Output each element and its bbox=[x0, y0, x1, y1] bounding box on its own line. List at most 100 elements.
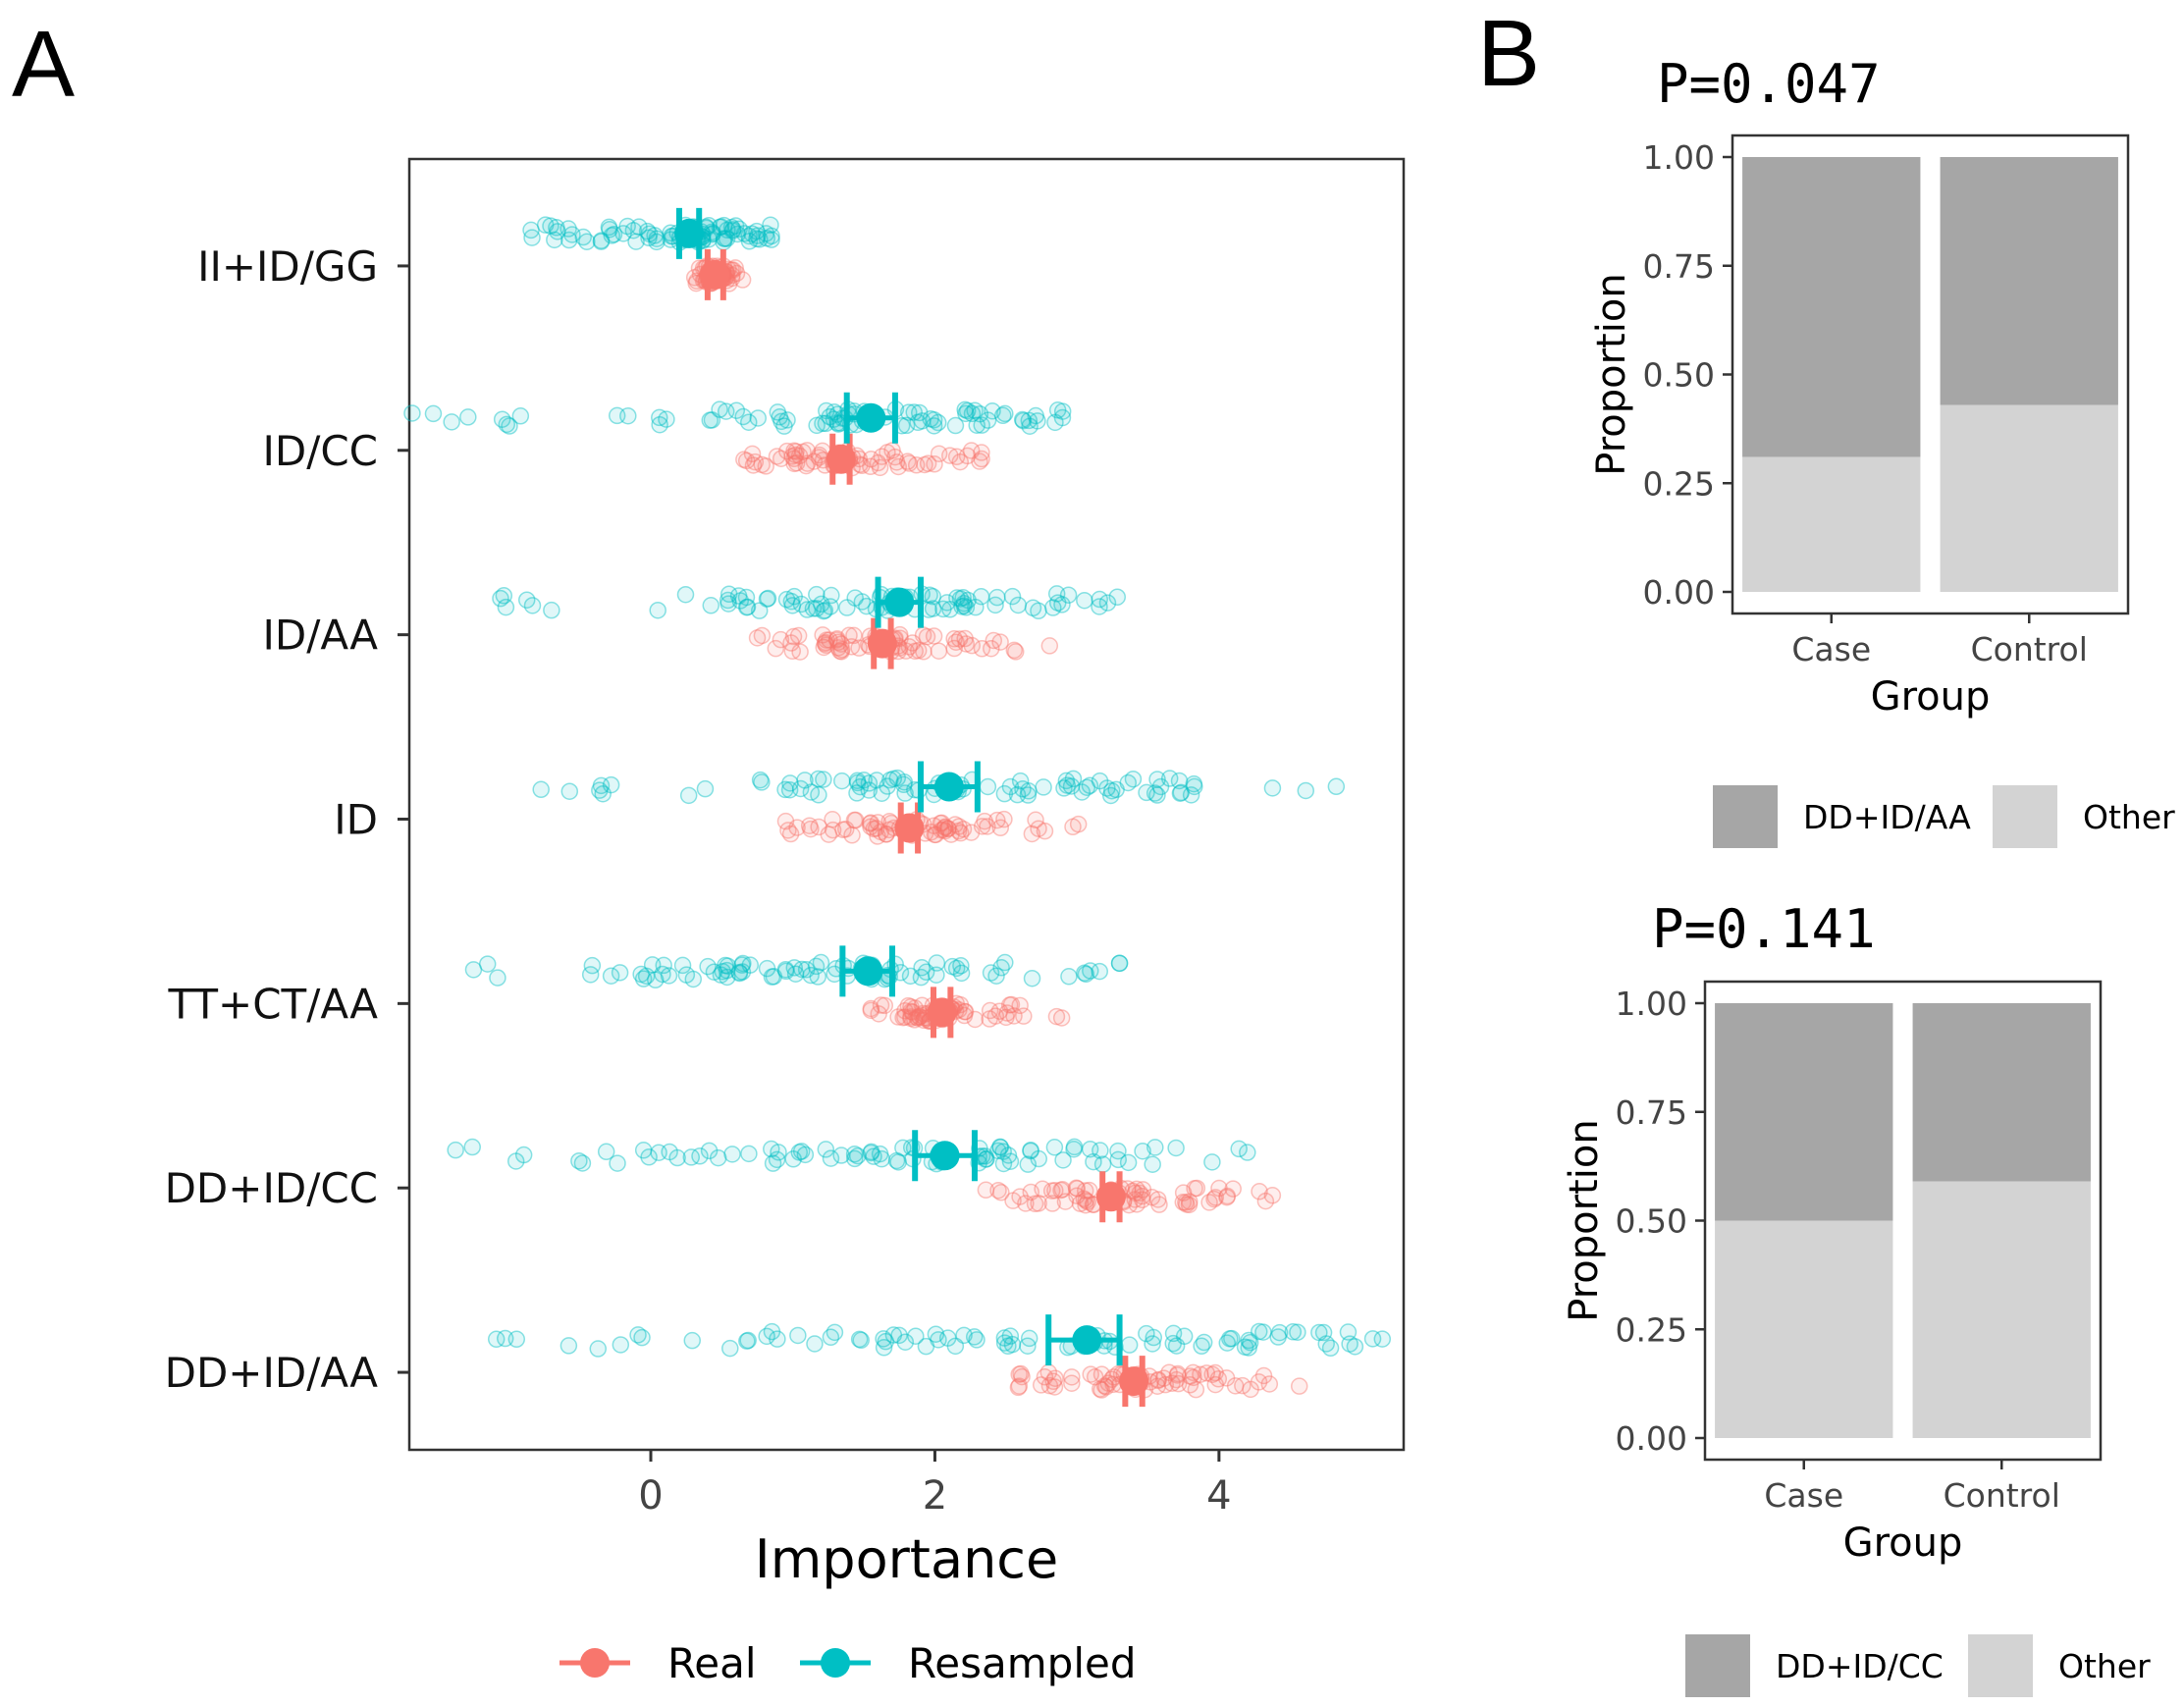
jitter-point bbox=[1092, 1381, 1111, 1399]
jitter-point bbox=[1321, 1339, 1340, 1358]
jitter-point bbox=[1160, 770, 1179, 787]
jitter-point bbox=[1107, 780, 1125, 799]
jitter-point bbox=[1314, 1323, 1333, 1342]
jitter-point bbox=[506, 1152, 525, 1170]
y-tick-label: 0.50 bbox=[1643, 356, 1715, 395]
jitter-point bbox=[798, 601, 817, 618]
jitter-point bbox=[843, 827, 861, 844]
jitter-point bbox=[1239, 1144, 1256, 1161]
jitter-point bbox=[896, 1008, 914, 1026]
jitter-point bbox=[634, 1142, 653, 1159]
jitter-point bbox=[941, 601, 959, 618]
jitter-point bbox=[905, 403, 923, 421]
jitter-point bbox=[1177, 1194, 1195, 1211]
legend-label: Real bbox=[667, 1639, 757, 1687]
jitter-point bbox=[614, 225, 632, 242]
jitter-point bbox=[573, 1154, 592, 1172]
jitter-point bbox=[966, 1010, 985, 1029]
jitter-point bbox=[909, 641, 928, 660]
jitter-point bbox=[1052, 1181, 1070, 1200]
jitter-point bbox=[1269, 1328, 1287, 1346]
category-label: DD+ID/AA bbox=[165, 1349, 379, 1397]
jitter-point bbox=[648, 230, 666, 247]
bar-segment-DD+ID/CC bbox=[1912, 1003, 2091, 1182]
jitter-point bbox=[934, 600, 952, 618]
jitter-point bbox=[973, 450, 990, 468]
jitter-point bbox=[1095, 1377, 1114, 1395]
jitter-point bbox=[719, 585, 738, 604]
jitter-point bbox=[1236, 1338, 1254, 1357]
jitter-point bbox=[1067, 1179, 1086, 1197]
jitter-point bbox=[1030, 602, 1047, 620]
jitter-point bbox=[1221, 1330, 1239, 1348]
jitter-point bbox=[928, 954, 946, 972]
jitter-point bbox=[655, 956, 672, 975]
jitter-point bbox=[1091, 772, 1109, 790]
jitter-point bbox=[977, 1181, 995, 1200]
jitter-point bbox=[834, 821, 852, 839]
jitter-point bbox=[950, 818, 968, 835]
jitter-point bbox=[793, 960, 811, 979]
jitter-point bbox=[945, 639, 963, 658]
jitter-point bbox=[1048, 594, 1067, 612]
jitter-point bbox=[802, 966, 820, 985]
jitter-point bbox=[930, 445, 948, 462]
jitter-point bbox=[749, 409, 768, 427]
jitter-point bbox=[546, 231, 563, 249]
jitter-point bbox=[947, 448, 966, 466]
jitter-point bbox=[979, 777, 997, 796]
jitter-point bbox=[898, 453, 917, 470]
jitter-point bbox=[936, 822, 954, 840]
jitter-point bbox=[895, 773, 914, 791]
jitter-point bbox=[995, 810, 1013, 828]
jitter-point bbox=[1048, 401, 1067, 419]
jitter-point bbox=[1097, 1378, 1115, 1396]
jitter-point bbox=[673, 956, 692, 975]
x-tick-label: 4 bbox=[1206, 1473, 1231, 1519]
jitter-point bbox=[759, 589, 777, 608]
jitter-point bbox=[1160, 1363, 1178, 1381]
jitter-point bbox=[785, 587, 803, 606]
jitter-point bbox=[648, 233, 666, 251]
jitter-point bbox=[822, 1149, 840, 1167]
jitter-point bbox=[1055, 779, 1073, 797]
jitter-point bbox=[776, 812, 795, 830]
jitter-point bbox=[930, 1331, 947, 1349]
jitter-point bbox=[855, 771, 873, 789]
jitter-point bbox=[976, 812, 993, 830]
jitter-point bbox=[952, 957, 970, 975]
jitter-point bbox=[947, 959, 966, 978]
legend-label: Resampled bbox=[908, 1639, 1137, 1687]
jitter-point bbox=[1002, 995, 1021, 1014]
jitter-point bbox=[1119, 1153, 1138, 1172]
jitter-point bbox=[896, 1002, 914, 1020]
jitter-point bbox=[1186, 1179, 1203, 1198]
jitter-point bbox=[637, 967, 656, 986]
jitter-point bbox=[769, 403, 787, 421]
jitter-point bbox=[1091, 962, 1109, 981]
jitter-point bbox=[1042, 1182, 1061, 1200]
jitter-point bbox=[602, 967, 620, 985]
jitter-point bbox=[809, 770, 827, 788]
jitter-point bbox=[592, 233, 611, 250]
jitter-point bbox=[962, 824, 981, 841]
jitter-point bbox=[651, 408, 668, 427]
y-tick-label: 0.75 bbox=[1616, 1094, 1687, 1132]
jitter-point bbox=[1175, 1327, 1194, 1346]
jitter-point bbox=[1168, 1366, 1187, 1384]
jitter-point bbox=[762, 216, 779, 234]
legend-label: Other bbox=[2083, 798, 2175, 836]
jitter-point bbox=[977, 1150, 994, 1168]
jitter-point bbox=[1172, 783, 1191, 802]
jitter-point bbox=[1163, 1374, 1181, 1392]
jitter-point bbox=[1036, 1368, 1054, 1386]
jitter-point bbox=[1046, 413, 1064, 432]
jitter-point bbox=[872, 823, 889, 841]
jitter-point bbox=[997, 1008, 1015, 1027]
jitter-point bbox=[889, 1153, 907, 1171]
jitter-point bbox=[650, 1144, 667, 1161]
jitter-point bbox=[1081, 1140, 1099, 1158]
jitter-point bbox=[717, 956, 734, 975]
jitter-point bbox=[1081, 776, 1099, 795]
jitter-point bbox=[826, 1323, 844, 1342]
